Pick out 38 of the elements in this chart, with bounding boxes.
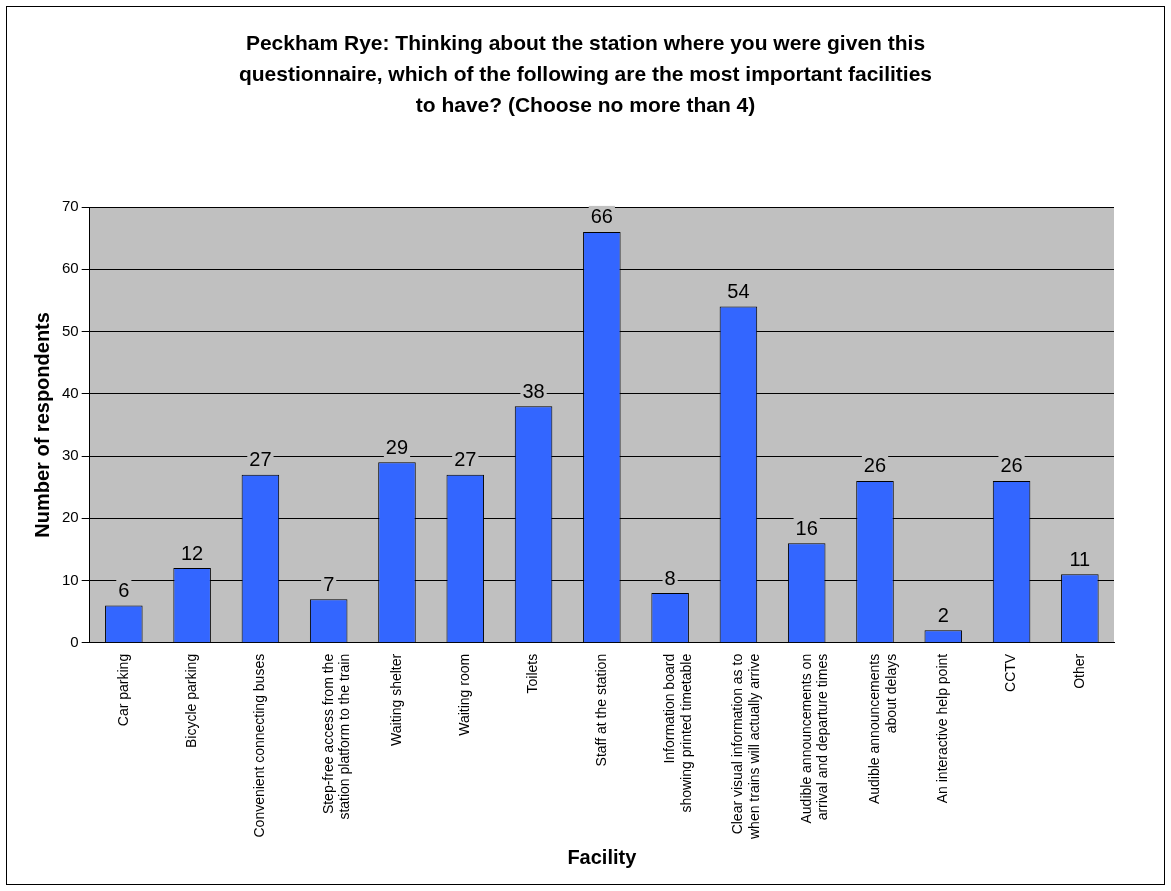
x-tick-label: Bicycle parking (182, 653, 199, 748)
data-label: 54 (727, 280, 750, 303)
x-tick-label: Waiting shelter (387, 653, 404, 746)
y-tick-label: 30 (62, 446, 79, 464)
x-tick-label: Information board showing printed timetable (660, 653, 694, 813)
x-tick-label: An interactive help point (934, 653, 951, 804)
data-label: 26 (863, 454, 887, 477)
data-label: 26 (1000, 454, 1023, 477)
data-label: 12 (180, 541, 204, 564)
data-label: 8 (664, 566, 676, 589)
y-tick-label: 10 (62, 570, 79, 588)
chart-title: Peckham Rye: Thinking about the station where you were given this questionnaire, which of the following are the most important facilities to have? (Choose no more than 4) (237, 30, 934, 118)
x-tick-label: Waiting room (456, 653, 473, 736)
y-axis-title: Number of respondents (30, 312, 53, 538)
data-label: 16 (795, 516, 818, 539)
data-label: 11 (1069, 547, 1091, 570)
data-label: 29 (385, 435, 409, 458)
x-tick-label: Staff at the station (592, 653, 609, 767)
y-tick-label: 20 (62, 508, 79, 526)
y-tick-label: 60 (62, 259, 79, 277)
x-tick-label: Other (1070, 653, 1087, 689)
y-tick-label: 70 (62, 197, 79, 215)
x-tick-label: Step-free access from the station platform to the train (319, 653, 353, 820)
y-tick-label: 40 (62, 383, 79, 401)
x-tick-label: Toilets (524, 653, 541, 694)
x-tick-label: CCTV (1002, 653, 1019, 692)
data-label: 38 (522, 379, 545, 402)
data-label: 27 (249, 448, 272, 471)
x-axis-title: Facility (567, 845, 638, 868)
x-tick-label: Car parking (114, 653, 131, 727)
data-label: 2 (937, 603, 949, 626)
data-label: 7 (323, 572, 335, 595)
data-label: 27 (454, 448, 477, 471)
data-label: 6 (118, 578, 130, 601)
data-label: 66 (590, 205, 613, 228)
y-tick-label: 0 (70, 632, 79, 650)
x-tick-label: Convenient connecting buses (251, 653, 268, 838)
y-tick-label: 50 (62, 321, 79, 339)
